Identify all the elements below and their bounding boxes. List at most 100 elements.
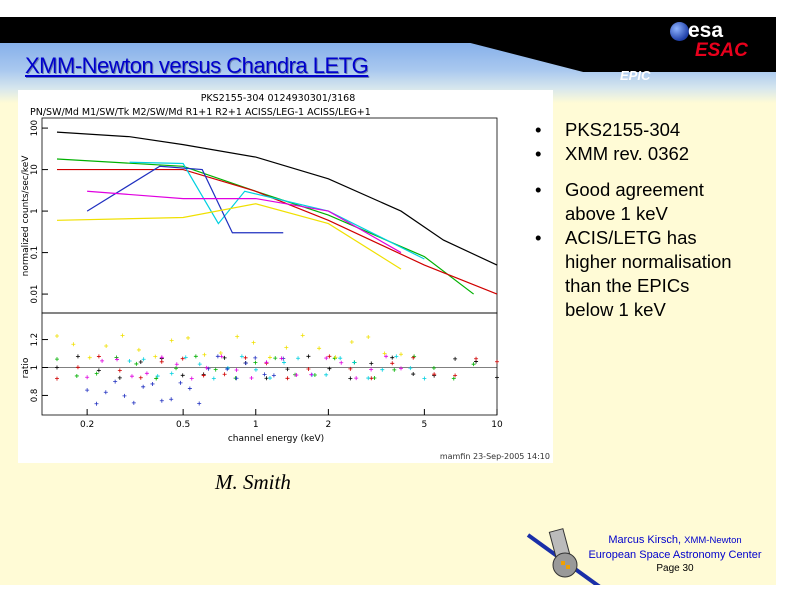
ratio-point [408,366,413,371]
spectrum-series-line [87,190,402,254]
ratio-point [120,333,125,338]
ratio-point [180,373,185,378]
bullet-item: ACIS/LETG has higher normalisation than … [535,226,735,322]
ratio-point [169,371,174,376]
y-label-top: normalized counts/sec/keV [21,155,31,277]
ratio-point [94,371,99,376]
ratio-point [249,375,254,380]
author-credit: M. Smith [215,470,291,494]
ratio-point [85,388,90,393]
ratio-point [306,354,311,359]
ratio-point [186,335,191,340]
ratio-point [174,366,179,371]
ratio-point [75,354,80,359]
ratio-point [392,367,397,372]
ratio-point [285,367,290,372]
ratio-point [294,373,299,378]
ratio-point [96,354,101,359]
x-label: channel energy (keV) [228,434,324,444]
ratio-point [104,343,109,348]
spectrum-series-line [56,203,402,270]
spectrum-series-line [56,168,498,295]
ratio-point [300,333,305,338]
page-number: Page 30 [656,563,694,574]
ratio-point [349,340,354,344]
ratio-point [122,393,127,398]
ratio-point [411,355,416,360]
ratio-point [432,372,437,377]
ratio-point [213,367,218,372]
ratio-panel-frame [41,312,498,416]
ratio-point [215,354,220,359]
slide-title[interactable]: XMM-Newton versus Chandra LETG [25,53,369,78]
ratio-point [234,376,239,381]
ratio-point [113,379,118,384]
ratio-point [253,367,258,372]
ratio-point [327,366,332,371]
ratio-point [153,354,158,359]
ratio-point [174,362,179,367]
ratio-point [197,362,202,367]
ratio-point [150,381,155,386]
footer-mission: XMM-Newton [684,535,742,546]
ratio-point [94,401,99,406]
ratio-point [251,340,256,345]
x-tick-label: 1 [253,420,259,430]
ratio-tick-label: 1 [30,365,40,370]
ratio-point [189,376,194,381]
top-margin [0,0,792,17]
ratio-point [348,366,353,371]
bottom-margin [0,585,792,612]
ratio-point [338,356,343,361]
ratio-point [398,366,403,371]
plot-subtitle: PN/SW/Md M1/SW/Tk M2/SW/Md R1+1 R2+1 ACI… [30,107,371,118]
ratio-point [131,400,136,405]
ratio-point [54,333,59,338]
footer-name: Marcus Kirsch, [608,534,682,546]
ratio-point [193,354,198,359]
ratio-point [201,373,206,378]
ratio-point [380,367,385,372]
plot-svg: PKS2155-304 0124930301/3168 PN/SW/Md M1/… [21,93,550,461]
ratio-point [333,355,338,360]
xmm-satellite-icon [526,528,602,589]
ratio-point [271,373,276,378]
x-tick-label: 10 [491,420,503,430]
x-tick-label: 5 [422,420,428,430]
ratio-point [317,346,322,351]
y-tick-label: 100 [30,120,40,136]
ratio-point [74,373,79,378]
ratio-point [384,354,389,359]
ratio-point [178,380,183,385]
ratio-point [159,398,164,403]
ratio-point [75,365,80,370]
ratio-point [144,371,149,376]
y-tick-label: 0.1 [30,246,40,260]
ratio-point [285,376,290,381]
ratio-point [495,375,499,380]
ratio-point [239,354,244,359]
ratio-point [219,354,224,359]
plot-title: PKS2155-304 0124930301/3168 [201,93,356,104]
ratio-point [348,376,353,381]
section-label: EPIC [620,68,651,83]
ratio-point [327,354,332,359]
ratio-point [197,401,202,406]
ratio-point [267,355,272,360]
ratio-point [273,356,278,361]
right-margin [776,17,792,612]
ratio-point [202,352,207,357]
ratio-tick-label: 1.2 [30,333,40,347]
ratio-point [234,367,239,372]
ratio-point [71,342,76,347]
ratio-point [85,375,90,380]
ratio-point [279,356,284,361]
ratio-point [369,361,374,366]
ratio-point [382,351,387,356]
ratio-point [141,357,146,362]
ratio-point [138,375,143,380]
ratio-point [394,354,399,359]
ratio-point [100,358,105,363]
ratio-point [366,334,371,339]
